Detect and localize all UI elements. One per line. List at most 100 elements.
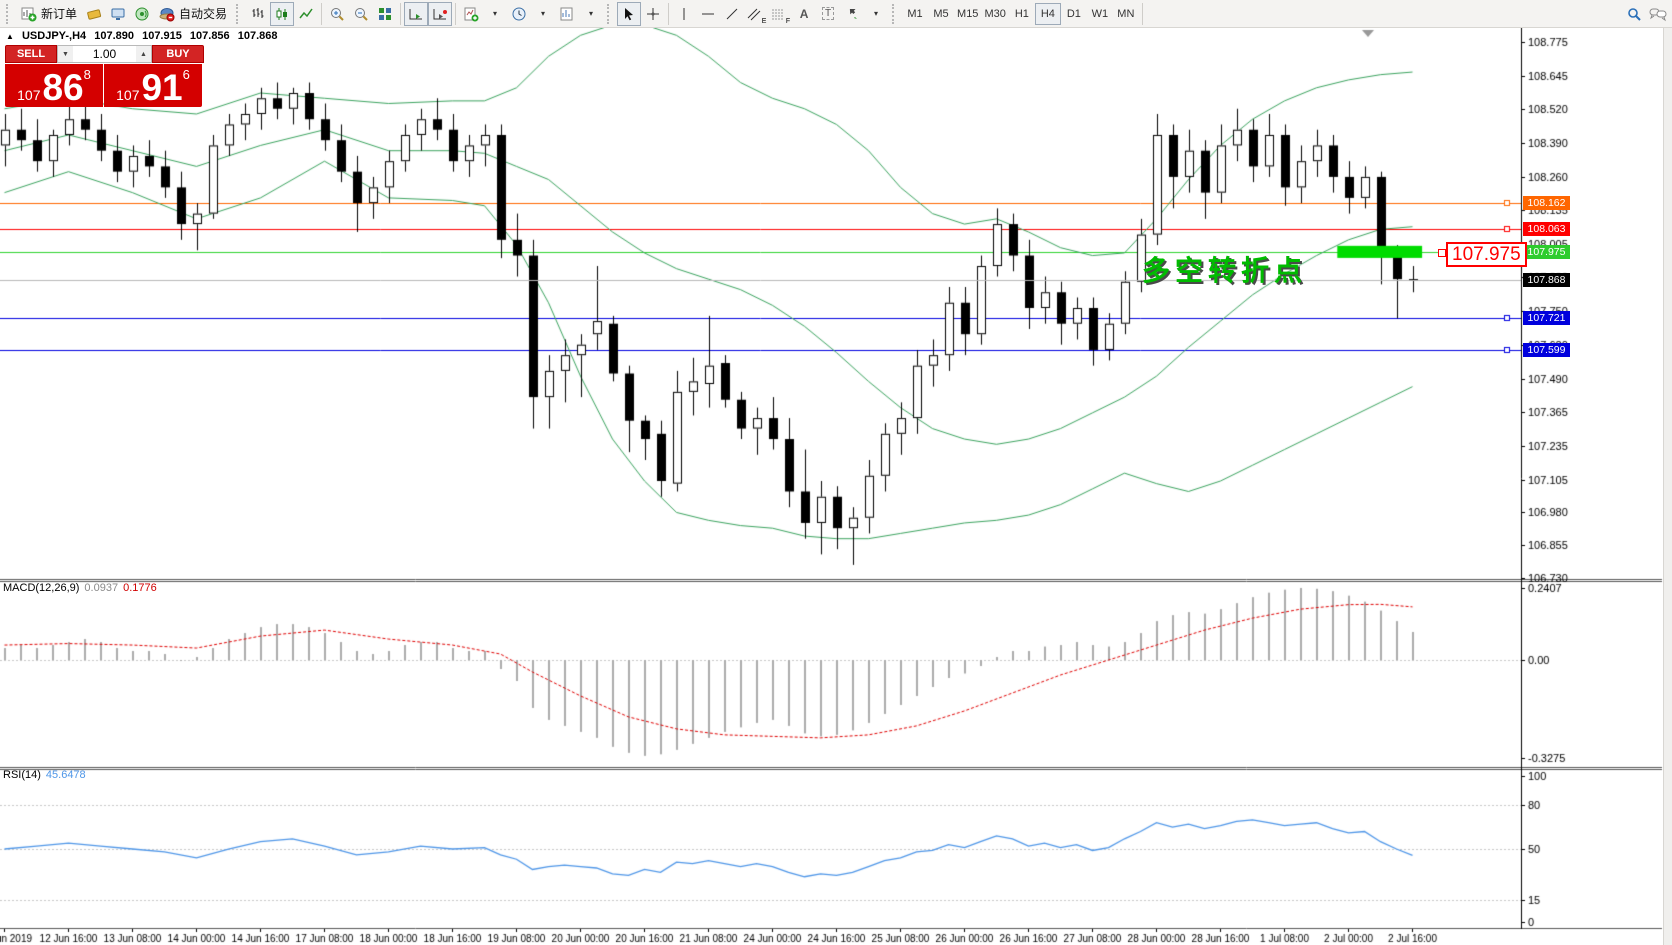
sell-price-sup: 8 [83, 67, 91, 82]
terminal-button[interactable] [106, 2, 130, 26]
auto-trading-button[interactable]: 自动交易 [154, 2, 232, 26]
auto-trading-label: 自动交易 [179, 7, 228, 21]
crosshair-button[interactable] [641, 2, 665, 26]
zoom-out-button[interactable] [349, 2, 373, 26]
vertical-line-button[interactable] [672, 2, 696, 26]
trendline-icon [724, 6, 740, 22]
equidistant-channel-icon [746, 6, 762, 22]
signals-button[interactable] [130, 2, 154, 26]
periods-dropdown[interactable]: ▾ [541, 9, 546, 18]
arrows-button[interactable] [840, 2, 864, 26]
buy-button[interactable]: BUY [152, 45, 204, 63]
price-line-label-107.975: 107.975 [1523, 244, 1570, 259]
volume-down-button[interactable]: ▼ [58, 46, 73, 62]
tile-windows-button[interactable] [373, 2, 397, 26]
low-value: 107.856 [189, 30, 230, 42]
timeframe-H4[interactable]: H4 [1034, 2, 1061, 25]
book-icon [86, 6, 102, 22]
chart-shift-button[interactable] [428, 1, 453, 26]
timeframe-H1[interactable]: H1 [1014, 7, 1029, 20]
timeframe-M1[interactable]: M1 [907, 7, 923, 20]
arrows-dropdown[interactable]: ▾ [874, 9, 879, 18]
line-chart-icon [298, 6, 314, 22]
text-button[interactable]: A [792, 2, 816, 26]
toolbar: 新订单 自动交易 [0, 0, 1672, 28]
sell-price-big: 86 [42, 67, 84, 108]
one-click-panel-toggle[interactable]: ▲ [6, 32, 14, 41]
sell-price-display[interactable]: 107 86 8 [5, 64, 103, 107]
one-click-trading-panel: SELL ▼ 1.00 ▲ BUY 107 86 8 107 91 6 [5, 45, 204, 107]
toolbar-grip[interactable] [236, 3, 242, 24]
price-line-label-108.063: 108.063 [1523, 221, 1570, 236]
timeframe-M15[interactable]: M15 [957, 7, 979, 20]
toolbar-grip[interactable] [892, 3, 898, 24]
zoom-in-icon [329, 6, 345, 22]
candlestick-icon [274, 6, 290, 22]
timeframe-W1[interactable]: W1 [1091, 7, 1109, 20]
chart-shift-icon [432, 6, 448, 22]
rsi-value: 45.6478 [45, 769, 86, 781]
charts-button[interactable] [82, 2, 106, 26]
volume-up-button[interactable]: ▲ [136, 46, 151, 62]
zoom-out-icon [353, 6, 369, 22]
toolbar-grip[interactable] [6, 3, 12, 24]
buy-price-prefix: 107 [116, 87, 140, 103]
price-line-label-108.162: 108.162 [1523, 195, 1570, 210]
macd-indicator-label: MACD(12,26,9) 0.0937 0.1776 [3, 582, 157, 594]
search-button[interactable] [1622, 2, 1646, 26]
close-value: 107.868 [237, 30, 278, 42]
channel-button[interactable]: E [744, 2, 768, 26]
buy-price-display[interactable]: 107 91 6 [104, 64, 202, 107]
arrows-icon [844, 6, 860, 22]
measure-label-anchor[interactable] [1438, 249, 1446, 257]
macd-value: 0.0937 [84, 582, 119, 594]
vertical-line-icon [676, 6, 692, 22]
timeframe-MN[interactable]: MN [1117, 7, 1135, 20]
timeframe-M30[interactable]: M30 [984, 7, 1006, 20]
fibo-sub-label: F [785, 17, 791, 25]
auto-scroll-button[interactable] [404, 1, 429, 26]
bar-chart-icon [250, 6, 266, 22]
fibonacci-icon [770, 6, 786, 22]
trendline-button[interactable] [720, 2, 744, 26]
bar-chart-button[interactable] [246, 2, 270, 26]
indicators-dropdown[interactable]: ▾ [493, 9, 498, 18]
volume-input[interactable]: 1.00 [92, 47, 117, 61]
auto-trading-icon [159, 6, 175, 22]
timeframe-toolbar: M1 M5 M15 M30 H1 H4 D1 W1 MN [902, 2, 1139, 25]
toolbar-grip[interactable] [607, 3, 613, 24]
candlestick-chart-button[interactable] [270, 1, 295, 26]
indicators-button[interactable] [459, 2, 483, 26]
chart-ohlc-title: ▲ USDJPY-,H4 107.890 107.915 107.856 107… [6, 30, 283, 42]
channel-sub-label: E [761, 17, 767, 25]
toolbar-separator [455, 2, 457, 25]
timeframe-M5[interactable]: M5 [933, 7, 949, 20]
chart-annotation-text[interactable]: 多空转折点 [1142, 255, 1308, 286]
new-order-button[interactable]: 新订单 [16, 2, 82, 26]
window-edge [1663, 0, 1672, 945]
crosshair-icon [645, 6, 661, 22]
search-icon [1626, 6, 1642, 22]
templates-dropdown[interactable]: ▾ [589, 9, 594, 18]
price-line-label-107.868: 107.868 [1523, 272, 1570, 287]
text-label-button[interactable]: T [816, 2, 840, 26]
terminal-icon [110, 6, 126, 22]
templates-button[interactable] [555, 2, 579, 26]
cursor-button[interactable] [617, 1, 642, 26]
fibonacci-button[interactable]: F [768, 2, 792, 26]
zoom-in-button[interactable] [325, 2, 349, 26]
cursor-icon [621, 6, 637, 22]
auto-scroll-icon [408, 6, 424, 22]
chat-button[interactable] [1646, 2, 1670, 26]
sell-price-prefix: 107 [17, 87, 41, 103]
symbol-period-label: USDJPY-,H4 [21, 30, 87, 42]
price-measure-label[interactable]: 107.975 [1446, 242, 1527, 267]
timeframe-D1[interactable]: D1 [1066, 7, 1081, 20]
periods-button[interactable] [507, 2, 531, 26]
indicators-icon [463, 6, 479, 22]
sell-button[interactable]: SELL [5, 45, 57, 63]
horizontal-line-button[interactable] [696, 2, 720, 26]
line-chart-button[interactable] [294, 2, 318, 26]
buy-price-big: 91 [141, 67, 183, 108]
